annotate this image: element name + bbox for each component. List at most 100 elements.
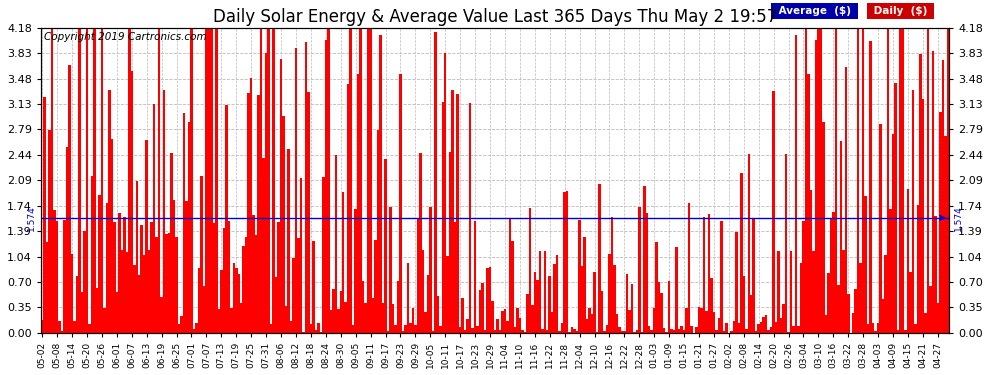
Bar [775,322,777,333]
Bar [387,331,389,333]
Bar [372,297,374,333]
Bar [96,288,98,333]
Bar [644,186,645,333]
Bar [424,312,427,333]
Bar [412,308,414,333]
Bar [300,178,302,333]
Bar [50,28,53,333]
Bar [859,263,862,333]
Bar [797,326,800,333]
Bar [481,282,484,333]
Bar [760,322,762,333]
Bar [270,324,272,333]
Bar [927,28,930,333]
Bar [501,311,504,333]
Bar [892,134,894,333]
Bar [180,315,183,333]
Bar [141,225,143,333]
Bar [650,330,653,333]
Bar [210,28,213,333]
Bar [874,331,877,333]
Bar [894,83,897,333]
Bar [491,301,494,333]
Bar [188,122,190,333]
Bar [272,28,275,333]
Bar [833,211,835,333]
Bar [377,130,379,333]
Bar [613,265,616,333]
Bar [243,246,245,333]
Bar [800,263,802,333]
Bar [417,219,419,333]
Bar [257,95,260,333]
Bar [596,332,598,333]
Bar [456,94,459,333]
Bar [546,330,548,333]
Bar [106,203,108,333]
Bar [556,255,558,333]
Bar [568,332,571,333]
Bar [46,242,49,333]
Bar [745,329,747,333]
Bar [631,284,633,333]
Bar [295,48,297,333]
Bar [44,97,46,333]
Bar [715,330,718,333]
Bar [55,221,58,333]
Bar [548,276,551,333]
Bar [767,330,770,333]
Bar [444,53,446,333]
Bar [790,251,792,333]
Bar [765,315,767,333]
Bar [516,308,519,333]
Bar [541,329,544,333]
Bar [924,313,927,333]
Bar [583,237,586,333]
Bar [138,275,141,333]
Bar [840,141,842,333]
Bar [889,209,892,333]
Bar [233,263,235,333]
Bar [673,330,675,333]
Bar [466,319,469,333]
Title: Daily Solar Energy & Average Value Last 365 Days Thu May 2 19:57: Daily Solar Energy & Average Value Last … [213,8,777,26]
Bar [374,240,377,333]
Bar [912,90,914,333]
Bar [690,326,693,333]
Bar [852,313,854,333]
Bar [317,323,320,333]
Bar [76,276,78,333]
Bar [611,217,613,333]
Bar [718,318,720,333]
Bar [720,221,723,333]
Bar [200,176,203,333]
Bar [844,67,847,333]
Bar [842,250,844,333]
Bar [601,291,603,333]
Bar [168,233,170,333]
Bar [409,322,412,333]
Bar [563,192,566,333]
Bar [464,330,466,333]
Bar [397,281,399,333]
Bar [359,28,362,333]
Bar [519,318,521,333]
Bar [60,331,63,333]
Bar [752,218,755,333]
Bar [514,327,516,333]
Bar [914,324,917,333]
Bar [128,28,131,333]
Bar [402,331,404,333]
Bar [345,302,346,333]
Bar [621,331,623,333]
Bar [349,28,352,333]
Bar [434,32,437,333]
Bar [225,105,228,333]
Bar [384,159,387,333]
Bar [282,116,285,333]
Bar [820,28,822,333]
Bar [558,331,561,333]
Bar [103,308,106,333]
Bar [429,207,432,333]
Bar [108,90,111,333]
